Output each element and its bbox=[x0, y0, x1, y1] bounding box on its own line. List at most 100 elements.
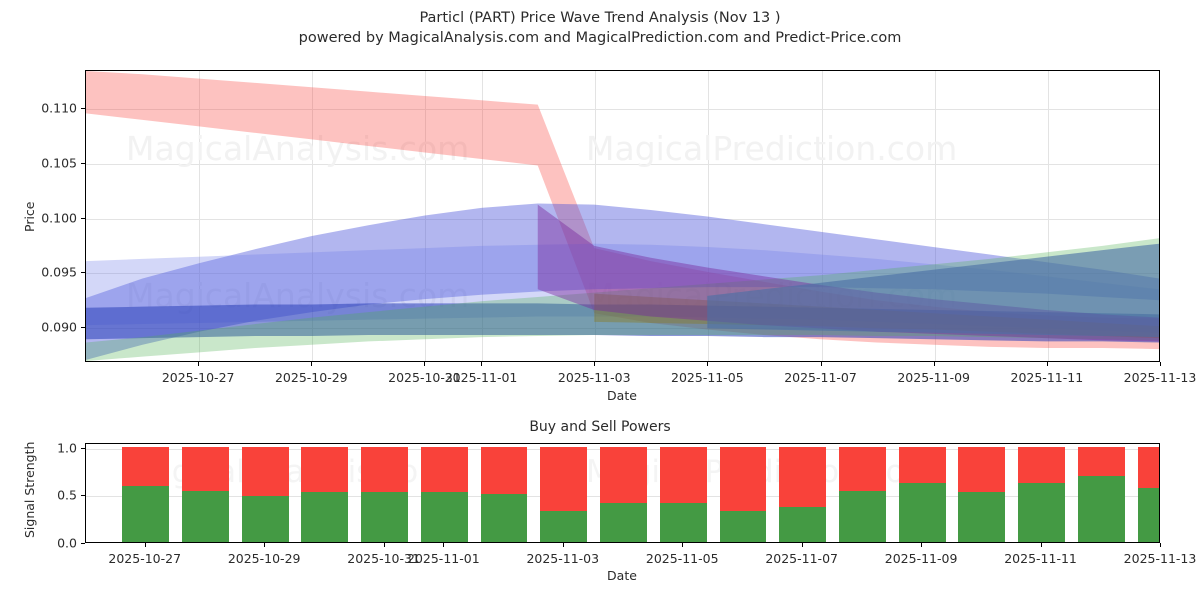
powers-bar bbox=[600, 444, 647, 542]
powers-bar bbox=[241, 444, 289, 542]
title-block: Particl (PART) Price Wave Trend Analysis… bbox=[0, 8, 1200, 48]
powers-x-tick-label: 2025-11-05 bbox=[645, 551, 719, 566]
price-x-tick-mark bbox=[1046, 362, 1048, 366]
price-x-tick-mark bbox=[594, 362, 596, 366]
powers-bar bbox=[122, 444, 170, 542]
powers-x-tick-label: 2025-11-03 bbox=[526, 551, 600, 566]
price-x-tick-label: 2025-11-01 bbox=[444, 370, 518, 385]
powers-bar bbox=[1018, 444, 1065, 542]
buy-power-segment bbox=[958, 492, 1006, 542]
powers-x-tick-mark bbox=[383, 543, 385, 547]
powers-x-tick-mark bbox=[264, 543, 266, 547]
powers-x-tick-mark bbox=[682, 543, 684, 547]
price-y-tick-mark bbox=[81, 327, 85, 328]
price-x-tick-label: 2025-10-27 bbox=[161, 370, 235, 385]
price-x-tick-label: 2025-10-29 bbox=[274, 370, 348, 385]
sell-power-segment bbox=[838, 446, 886, 491]
price-x-tick-mark bbox=[424, 362, 426, 366]
price-y-tick-label: 0.105 bbox=[41, 155, 77, 171]
sell-power-segment bbox=[958, 446, 1006, 493]
powers-y-tick-label: 1.0 bbox=[57, 440, 77, 456]
buy-power-segment bbox=[898, 482, 946, 542]
price-band-series bbox=[86, 71, 1159, 361]
sell-power-segment bbox=[898, 446, 946, 483]
gridline-vertical bbox=[708, 71, 710, 361]
gridline-vertical bbox=[595, 71, 597, 361]
powers-bar bbox=[838, 444, 886, 542]
buy-power-segment bbox=[1077, 476, 1125, 542]
powers-bar bbox=[719, 444, 767, 542]
powers-y-tick-mark bbox=[81, 543, 85, 544]
sell-power-segment bbox=[361, 446, 409, 492]
price-plot-frame: MagicalAnalysis.com MagicalPrediction.com… bbox=[85, 70, 1160, 362]
price-y-tick-mark bbox=[81, 162, 85, 164]
powers-bar bbox=[1137, 444, 1159, 542]
powers-bar bbox=[420, 444, 468, 542]
gridline-vertical bbox=[425, 71, 427, 361]
powers-x-tick-mark bbox=[1040, 543, 1042, 547]
gridline-horizontal bbox=[86, 273, 1159, 275]
buy-power-segment bbox=[838, 490, 886, 542]
powers-x-tick-label: 2025-11-07 bbox=[765, 551, 838, 566]
sell-power-segment bbox=[1077, 446, 1125, 477]
buy-power-segment bbox=[1018, 482, 1065, 542]
powers-bar bbox=[898, 444, 946, 542]
sell-power-segment bbox=[1137, 446, 1159, 488]
powers-x-tick-label: 2025-10-31 bbox=[347, 551, 420, 566]
gridline-horizontal bbox=[86, 109, 1159, 111]
powers-x-tick-mark bbox=[443, 543, 445, 547]
powers-bar bbox=[480, 444, 528, 542]
price-x-tick-mark bbox=[820, 362, 822, 366]
buy-power-segment bbox=[301, 491, 349, 542]
powers-bar bbox=[659, 444, 707, 542]
gridline-horizontal bbox=[86, 218, 1159, 220]
price-wave-chart: MagicalAnalysis.com MagicalPrediction.com… bbox=[85, 70, 1160, 362]
sell-power-segment bbox=[182, 446, 229, 491]
powers-x-tick-label: 2025-11-13 bbox=[1123, 551, 1197, 566]
price-y-axis-label: Price bbox=[22, 201, 37, 233]
price-x-tick-label: 2025-11-05 bbox=[671, 370, 744, 385]
buy-power-segment bbox=[361, 491, 409, 542]
powers-y-tick-label: 0.0 bbox=[57, 535, 77, 551]
gridline-vertical bbox=[312, 71, 314, 361]
buy-power-segment bbox=[420, 491, 468, 542]
price-x-axis-label: Date bbox=[607, 388, 637, 403]
page-subtitle: powered by MagicalAnalysis.com and Magic… bbox=[298, 30, 902, 46]
price-x-tick-label: 2025-11-11 bbox=[1010, 370, 1084, 385]
gridline-vertical bbox=[934, 71, 936, 361]
buy-power-segment bbox=[241, 496, 289, 542]
price-y-tick-label: 0.100 bbox=[41, 210, 77, 226]
price-y-tick-label: 0.090 bbox=[41, 319, 77, 335]
powers-x-tick-label: 2025-10-27 bbox=[108, 551, 182, 566]
buy-power-segment bbox=[600, 502, 647, 542]
price-x-tick-label: 2025-11-07 bbox=[784, 370, 857, 385]
buy-power-segment bbox=[779, 506, 827, 542]
powers-bar bbox=[182, 444, 229, 542]
powers-bar bbox=[1077, 444, 1125, 542]
sell-power-segment bbox=[779, 446, 827, 507]
powers-x-tick-label: 2025-11-11 bbox=[1004, 551, 1077, 566]
buy-power-segment bbox=[1137, 487, 1159, 542]
price-x-tick-label: 2025-11-13 bbox=[1123, 370, 1197, 385]
price-y-tick-mark bbox=[81, 272, 85, 274]
powers-bar bbox=[301, 444, 349, 542]
powers-x-tick-mark bbox=[801, 543, 803, 547]
sell-power-segment bbox=[122, 446, 170, 486]
price-x-tick-label: 2025-10-31 bbox=[388, 370, 461, 385]
price-y-tick-label: 0.095 bbox=[41, 264, 77, 280]
sell-power-segment bbox=[241, 446, 289, 497]
powers-bar bbox=[779, 444, 827, 542]
sell-power-segment bbox=[540, 446, 588, 511]
page-title: Particl (PART) Price Wave Trend Analysis… bbox=[419, 10, 781, 26]
sell-power-segment bbox=[420, 446, 468, 492]
powers-y-axis-label: Signal Strength bbox=[22, 441, 37, 538]
band-blue-upper-band bbox=[86, 203, 1159, 360]
gridline-horizontal bbox=[86, 163, 1159, 165]
sell-power-segment bbox=[1018, 446, 1065, 483]
buy-power-segment bbox=[719, 510, 767, 542]
price-x-tick-mark bbox=[707, 362, 709, 366]
powers-y-tick-mark bbox=[81, 447, 85, 449]
buy-power-segment bbox=[182, 490, 229, 542]
powers-title: Buy and Sell Powers bbox=[529, 419, 671, 435]
